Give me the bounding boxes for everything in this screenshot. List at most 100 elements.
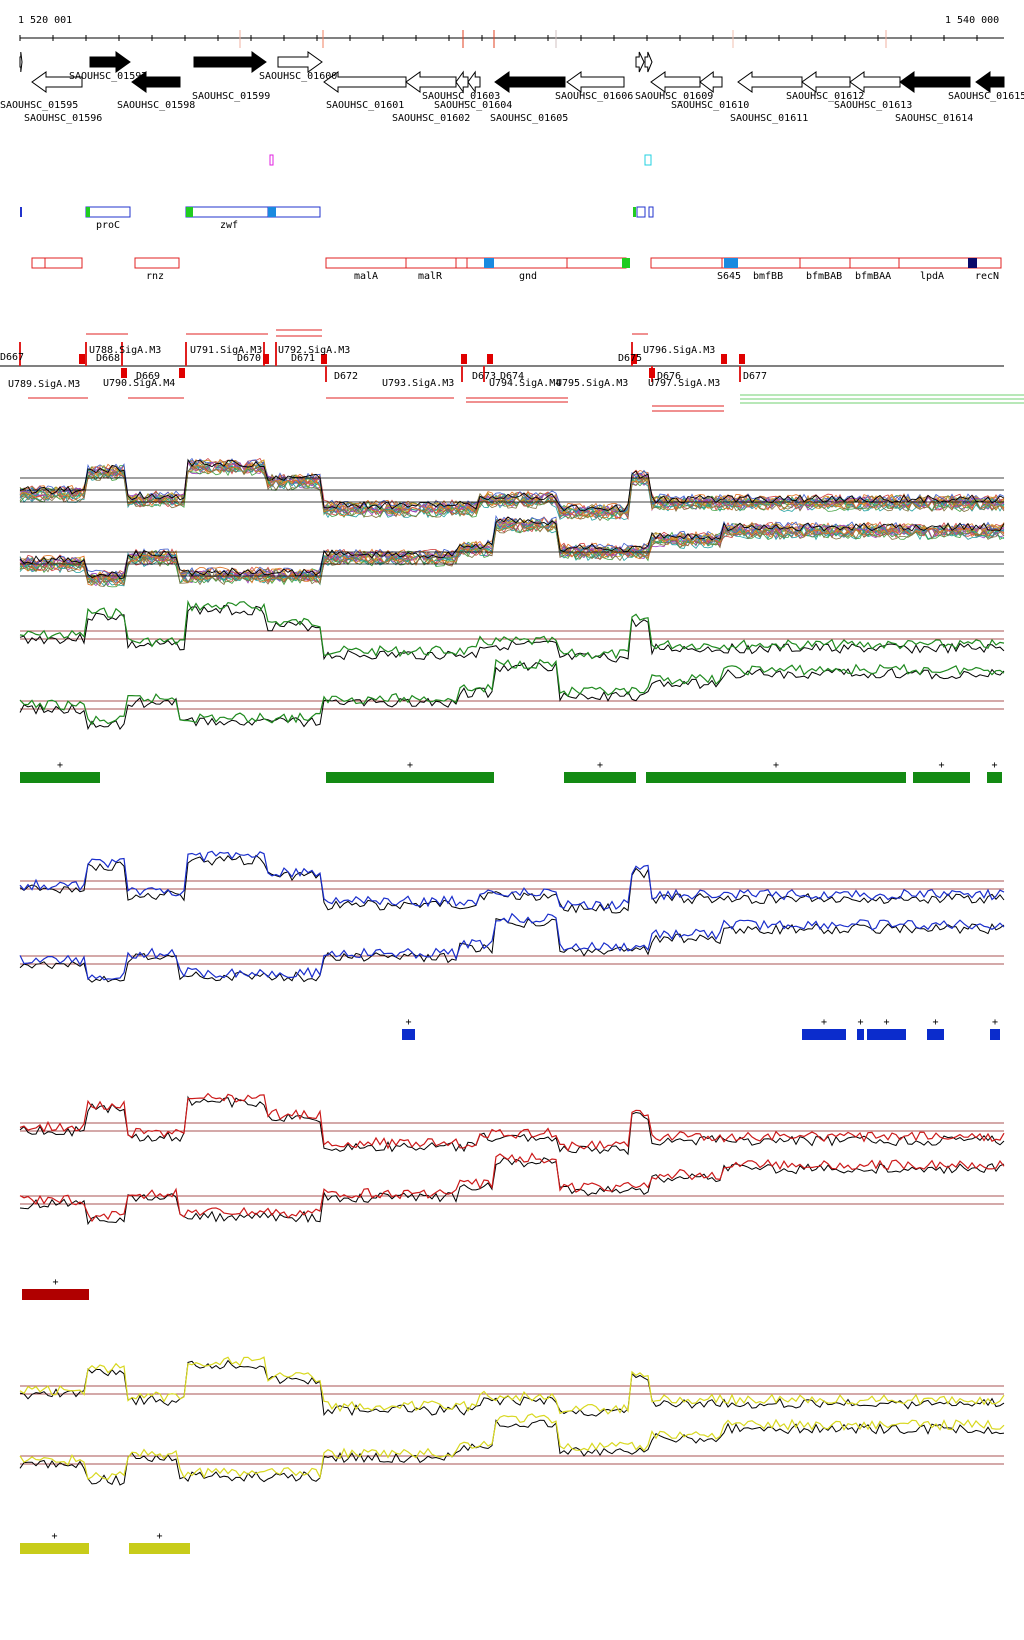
terminator-label: D675 [618, 353, 642, 364]
feature-marker [186, 207, 193, 217]
feature-label: recN [975, 271, 999, 282]
feature-marker-cyan [644, 154, 652, 166]
terminator-mark [487, 354, 493, 364]
condition-trace [19, 1092, 1005, 1152]
terminator-mark [631, 354, 637, 364]
ruler-start-label: 1 520 001 [18, 15, 72, 26]
gene-label: SAOUHSC_01596 [24, 113, 102, 124]
segment-sign: + [821, 1017, 827, 1028]
reference-trace [19, 661, 1005, 731]
gene-label: SAOUHSC_01605 [490, 113, 568, 124]
condition-trace [19, 519, 1005, 584]
reference-trace [19, 516, 1005, 580]
segment-bar [867, 1029, 906, 1040]
gene-arrow [644, 51, 653, 73]
terminator-label: D672 [334, 371, 358, 382]
condition-trace [19, 522, 1005, 587]
gene-arrow [494, 71, 566, 93]
segment-bar [402, 1029, 415, 1040]
segment-bar [927, 1029, 944, 1040]
terminator-label: D670 [237, 353, 261, 364]
ruler-end-label: 1 540 000 [945, 15, 999, 26]
gene-arrow [455, 70, 469, 94]
terminator-mark [321, 354, 327, 364]
feature-block [31, 257, 83, 269]
gene-labels: SAOUHSC_01595 SAOUHSC_01596 SAOUHSC_0159… [0, 71, 1024, 124]
feature-marker [724, 258, 738, 268]
segment-bar [22, 1289, 89, 1300]
gene-label: SAOUHSC_01601 [326, 100, 404, 111]
condition-trace [19, 463, 1005, 520]
terminator-label: D673 [472, 371, 496, 382]
feature-block [650, 257, 1002, 269]
segment-sign: + [407, 760, 413, 771]
red-feature-track: rnz malA malR gnd S645 bmfBB bfmBAB bfmB… [31, 257, 1002, 282]
condition-trace [19, 1152, 1005, 1223]
reference-trace [19, 1419, 1005, 1486]
gene-arrow [31, 71, 83, 93]
promoter-label: U789.SigA.M3 [8, 379, 80, 390]
feature-marker [633, 207, 636, 217]
terminator-label: D668 [96, 353, 120, 364]
segment-bars: + + + + + + + + + + + + + + + [20, 760, 1002, 1554]
gene-label: SAOUHSC_01613 [834, 100, 912, 111]
feature-label: S645 [717, 271, 741, 282]
condition-trace [19, 523, 1005, 587]
terminator-mark [461, 354, 467, 364]
segment-bar [857, 1029, 864, 1040]
terminator-mark [263, 354, 269, 364]
reference-trace [19, 604, 1005, 663]
segment-sign: + [933, 1017, 939, 1028]
condition-trace [19, 912, 1005, 981]
segment-sign: + [53, 1277, 59, 1288]
ruler-ticks [19, 30, 978, 48]
gene-arrow [131, 71, 181, 93]
gene-track [19, 51, 1005, 94]
gene-label: SAOUHSC_01603 [422, 91, 500, 102]
gene-arrow [405, 71, 457, 93]
feature-block [325, 257, 627, 269]
gene-arrow [566, 71, 625, 93]
gene-arrow [849, 71, 901, 93]
condition-trace [19, 1413, 1005, 1481]
gene-arrow [801, 71, 851, 93]
terminator-label: D669 [136, 371, 160, 382]
promoter-label: U793.SigA.M3 [382, 378, 454, 389]
reference-trace [19, 1359, 1005, 1417]
gene-arrow [699, 70, 723, 94]
condition-trace [19, 463, 1005, 521]
gene-arrow [635, 51, 645, 73]
segment-bar [913, 772, 970, 783]
promoter-label: U788.SigA.M3 [89, 345, 161, 356]
feature-block [85, 206, 131, 218]
gene-arrow [467, 70, 481, 94]
gene-label: SAOUHSC_01595 [0, 100, 78, 111]
segment-sign: + [992, 1017, 998, 1028]
expression-traces [19, 457, 1005, 1486]
segment-bar [129, 1543, 190, 1554]
feature-block [648, 206, 654, 218]
gene-label: SAOUHSC_01600 [259, 71, 337, 82]
segment-sign: + [157, 1531, 163, 1542]
condition-trace [19, 1356, 1005, 1415]
segment-sign: + [773, 760, 779, 771]
segment-bar [987, 772, 1002, 783]
terminator-label: D676 [657, 371, 681, 382]
promoter-label: U790.SigA.M4 [103, 378, 175, 389]
feature-label: rnz [146, 271, 164, 282]
gene-arrow [323, 71, 407, 93]
feature-block [636, 206, 646, 218]
segment-bar [20, 772, 100, 783]
segment-sign: + [597, 760, 603, 771]
segment-sign: + [52, 1531, 58, 1542]
segment-bar [802, 1029, 846, 1040]
gene-label: SAOUHSC_01609 [635, 91, 713, 102]
promoter-marks [19, 329, 1024, 412]
feature-label: malA [354, 271, 378, 282]
terminator-mark [739, 354, 745, 364]
segment-bar [646, 772, 906, 783]
feature-block [20, 207, 22, 217]
blue-feature-track: proC zwf [20, 206, 654, 231]
gene-arrow [899, 71, 971, 93]
